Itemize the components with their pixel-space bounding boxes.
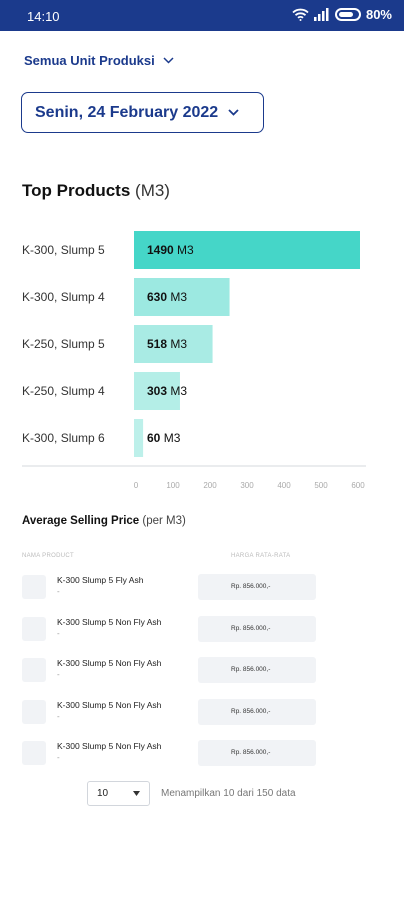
category-label: K-300, Slump 5 <box>22 243 105 257</box>
average-price-title: Average Selling Price (per M3) <box>22 515 186 527</box>
column-header-product: NAMA PRODUCT <box>22 553 74 559</box>
chevron-down-icon <box>228 109 239 116</box>
average-price-value: Rp. 856.000,- <box>198 657 316 683</box>
column-header-price: HARGA RATA-RATA <box>231 553 291 559</box>
status-icons: 80% <box>292 7 392 22</box>
product-subtitle: - <box>57 587 60 596</box>
product-subtitle: - <box>57 753 60 762</box>
top-products-unit: (M3) <box>135 181 170 200</box>
wifi-icon <box>292 8 309 21</box>
product-name: K-300 Slump 5 Non Fly Ash <box>57 658 162 668</box>
data-label: 60 M3 <box>147 431 181 445</box>
tick-label: 300 <box>240 481 254 490</box>
production-unit-label: Semua Unit Produksi <box>24 53 155 68</box>
bar <box>134 231 360 269</box>
battery-percent: 80% <box>365 7 392 22</box>
data-label: 1490 M3 <box>147 243 194 257</box>
top-products-chart: K-300, Slump 5 1490 M3 K-300, Slump 4 630 M… <box>22 231 366 490</box>
average-price-value: Rp. 856.000,- <box>198 574 316 600</box>
bar <box>134 278 230 316</box>
data-label: 630 M3 <box>147 290 187 304</box>
page-size-select[interactable]: 10 <box>87 781 150 806</box>
category-label: K-300, Slump 4 <box>22 290 105 304</box>
product-name: K-300 Slump 5 Fly Ash <box>57 575 144 585</box>
tick-label: 500 <box>314 481 328 490</box>
product-subtitle: - <box>57 628 60 638</box>
table-row: K-300 Slump 5 Non Fly Ash - Rp. 856.000,- <box>22 697 322 727</box>
product-name: K-300 Slump 5 Non Fly Ash <box>57 741 162 751</box>
battery-icon <box>334 8 361 21</box>
category-label: K-250, Slump 4 <box>22 384 105 398</box>
category-label: K-250, Slump 5 <box>22 337 105 351</box>
product-subtitle: - <box>57 711 60 721</box>
chevron-down-icon <box>163 57 174 64</box>
bar <box>134 372 180 410</box>
average-price-value: Rp. 856.000,- <box>198 698 316 725</box>
average-price-value: Rp. 856.000,- <box>198 740 316 766</box>
average-price-heading: Average Selling Price <box>22 515 140 527</box>
tick-label: 200 <box>203 481 217 490</box>
date-label: Senin, 24 February 2022 <box>35 103 219 121</box>
average-price-unit: (per M3) <box>142 515 186 527</box>
product-name: K-300 Slump 5 Non Fly Ash <box>57 616 162 627</box>
status-bar: 14:10 80% <box>0 0 404 31</box>
table-row: K-300 Slump 5 Non Fly Ash - Rp. 856.000,- <box>22 738 322 768</box>
status-time: 14:10 <box>27 9 60 24</box>
battery-level <box>338 12 354 17</box>
table-row: K-300 Slump 5 Fly Ash - Rp. 856.000,- <box>22 572 322 602</box>
pagination-info: Menampilkan 10 dari 150 data <box>161 788 296 799</box>
tick-label: 0 <box>134 481 139 490</box>
top-products-title: Top Products (M3) <box>22 181 170 201</box>
category-label: K-300, Slump 6 <box>22 431 105 445</box>
table-row: K-300 Slump 5 Non Fly Ash - Rp. 856.000,- <box>22 614 322 644</box>
bar <box>134 419 144 457</box>
average-price-value: Rp. 856.000,- <box>198 615 316 642</box>
caret-down-icon <box>133 791 140 796</box>
product-thumbnail <box>22 616 46 641</box>
data-label: 303 M3 <box>147 384 187 398</box>
product-thumbnail <box>22 658 46 682</box>
product-thumbnail <box>22 741 46 765</box>
tick-label: 100 <box>166 481 180 490</box>
bar <box>134 325 213 363</box>
tick-label: 400 <box>277 481 291 490</box>
page-size-value: 10 <box>97 788 109 799</box>
data-label: 518 M3 <box>147 337 187 351</box>
top-products-heading: Top Products <box>22 181 131 200</box>
production-unit-dropdown[interactable]: Semua Unit Produksi <box>24 53 174 68</box>
table-row: K-300 Slump 5 Non Fly Ash - Rp. 856.000,- <box>22 655 322 685</box>
signal-icon <box>313 8 329 21</box>
product-name: K-300 Slump 5 Non Fly Ash <box>57 699 162 710</box>
product-thumbnail <box>22 575 46 599</box>
product-subtitle: - <box>57 670 60 679</box>
tick-label: 600 <box>351 481 365 490</box>
date-dropdown[interactable]: Senin, 24 February 2022 <box>21 92 264 133</box>
product-thumbnail <box>22 699 46 724</box>
